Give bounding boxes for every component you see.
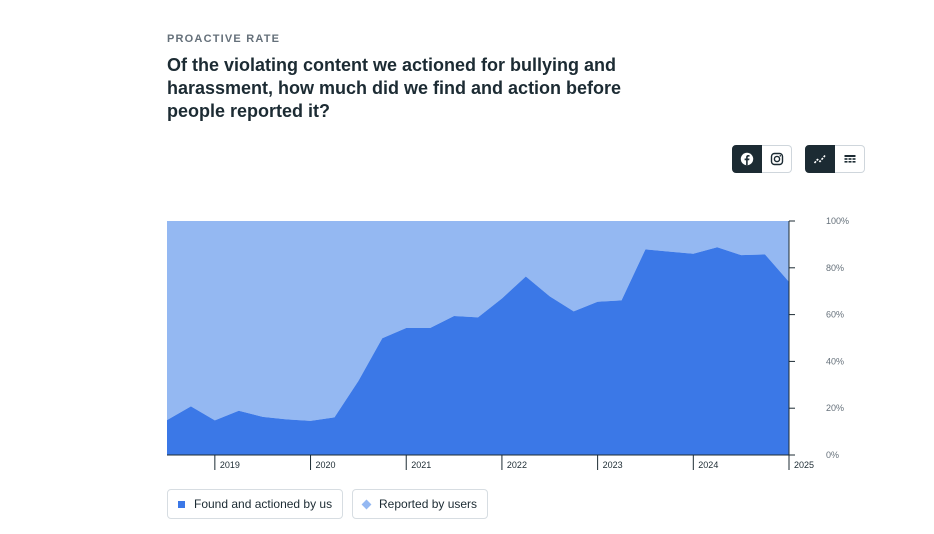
y-tick-label: 20%: [826, 403, 844, 413]
y-tick-label: 40%: [826, 356, 844, 366]
legend-swatch-reported: [361, 499, 372, 509]
view-toggle: [805, 145, 865, 173]
x-tick-label: 2021: [411, 460, 431, 470]
legend-swatch-found: [178, 500, 185, 508]
x-tick-label: 2020: [316, 460, 336, 470]
y-tick-label: 80%: [826, 263, 844, 273]
y-tick-label: 0%: [826, 450, 839, 460]
chart-eyebrow: PROACTIVE RATE: [167, 33, 281, 45]
line-chart-icon: [813, 154, 826, 164]
x-tick-label: 2023: [603, 460, 623, 470]
instagram-icon: [770, 152, 783, 166]
x-tick-label: 2019: [220, 460, 240, 470]
y-tick-label: 100%: [826, 216, 849, 226]
facebook-toggle-button[interactable]: [732, 145, 762, 173]
x-tick-label: 2022: [507, 460, 527, 470]
instagram-toggle-button[interactable]: [762, 145, 792, 173]
facebook-icon: [740, 152, 754, 166]
area-chart: 100% 80% 60% 40% 20% 0% 2019 2020 2021 2022 2023 20…: [167, 216, 849, 470]
legend-item-found[interactable]: Found and actioned by us: [167, 489, 344, 519]
table-icon: [844, 155, 855, 163]
legend-item-reported[interactable]: Reported by users: [352, 489, 489, 519]
table-view-button[interactable]: [835, 145, 865, 173]
x-tick-label: 2024: [698, 460, 718, 470]
chart-title: Of the violating content we actioned for…: [167, 55, 622, 121]
platform-toggle: [732, 145, 792, 173]
series-area-reported-by-users: [167, 221, 789, 421]
series-area-found-and-actioned: [167, 247, 789, 455]
legend-label-found: Found and actioned by us: [194, 497, 333, 511]
chart-view-button[interactable]: [805, 145, 835, 173]
y-tick-label: 60%: [826, 310, 844, 320]
legend-label-reported: Reported by users: [379, 497, 478, 511]
x-tick-label: 2025: [794, 460, 814, 470]
